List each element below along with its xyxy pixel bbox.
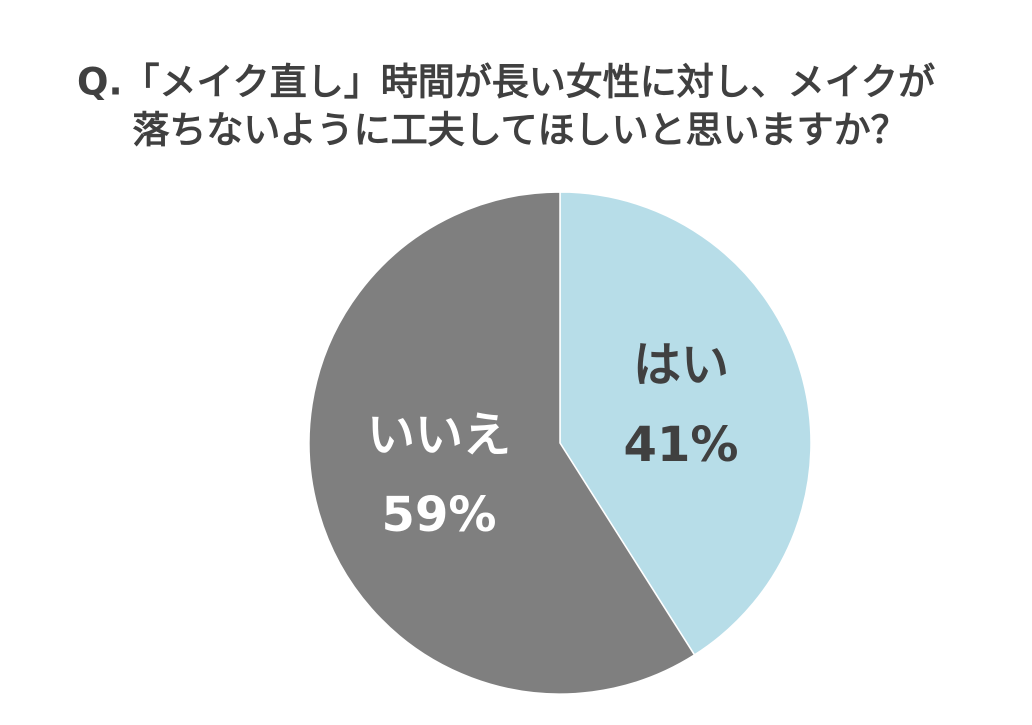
- slice-value-label: 41%: [624, 417, 739, 473]
- chart-title: Q.「メイク直し」時間が長い女性に対し、メイクが: [77, 61, 935, 104]
- slice-category: いいえ: [367, 407, 511, 463]
- slice-category: はい: [633, 337, 729, 393]
- pie-slice: [308, 191, 696, 695]
- pie-slice: [559, 191, 812, 656]
- slice-value-label: 59%: [382, 487, 497, 543]
- chart-title: 落ちないように工夫してほしいと思いますか？: [132, 109, 907, 152]
